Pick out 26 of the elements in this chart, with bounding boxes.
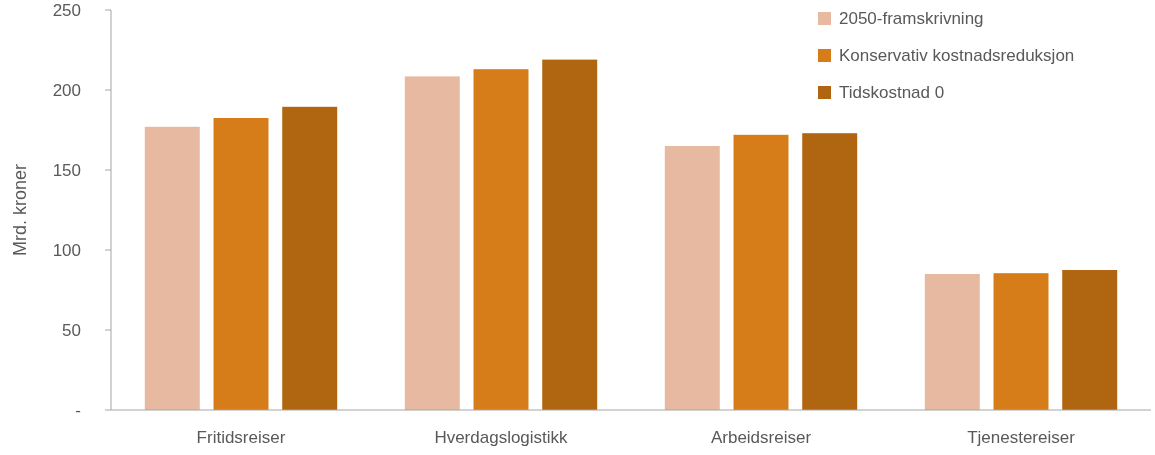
bar: [802, 133, 858, 410]
bar: [733, 134, 789, 410]
bar: [1062, 270, 1118, 410]
y-tick-label: 50: [62, 320, 81, 340]
legend-label: 2050-framskrivning: [839, 8, 984, 28]
y-tick-label: 100: [52, 240, 81, 260]
bar: [993, 273, 1049, 410]
x-tick-label: Tjenestereiser: [967, 428, 1076, 447]
x-tick-label: Arbeidsreiser: [710, 428, 812, 447]
y-tick-label: -: [75, 400, 81, 420]
y-tick-label: 150: [52, 160, 81, 180]
bar: [144, 126, 200, 410]
bar: [282, 106, 338, 410]
legend-label: Konservativ kostnadsreduksjon: [839, 45, 1075, 65]
legend-label: Tidskostnad 0: [839, 82, 945, 102]
y-tick-label: 250: [52, 0, 81, 20]
bar: [542, 59, 598, 410]
bar: [404, 76, 460, 410]
y-tick-label: 200: [52, 80, 81, 100]
bar: [924, 274, 980, 410]
bar: [664, 146, 720, 410]
bar: [213, 118, 269, 410]
y-axis-title: Mrd. kroner: [10, 163, 30, 257]
x-tick-label: Fritidsreiser: [196, 428, 286, 447]
bar: [473, 69, 529, 410]
x-tick-label: Hverdagslogistikk: [434, 428, 569, 447]
